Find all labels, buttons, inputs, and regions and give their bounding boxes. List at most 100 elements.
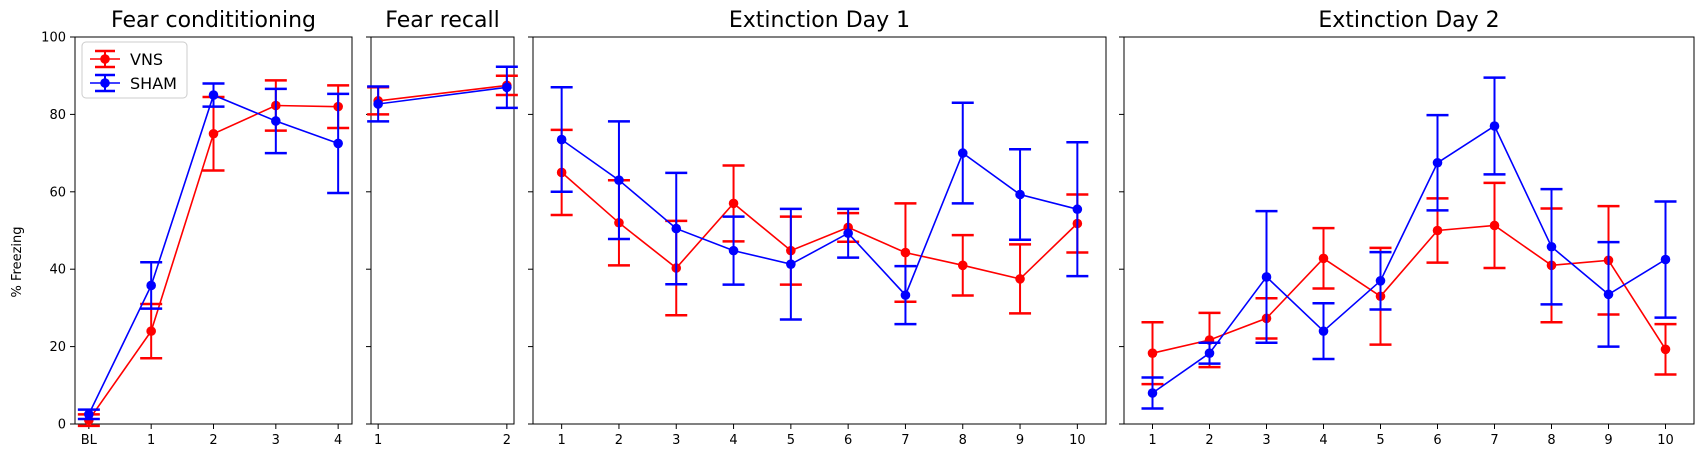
series-sham bbox=[367, 65, 518, 123]
panel-3: Extinction Day 1 1 2 3 4 5 6 7 8 9 10 bbox=[528, 8, 1107, 448]
series-sham bbox=[1141, 76, 1677, 410]
data-point bbox=[271, 116, 281, 126]
x-tick-label: 1 bbox=[1148, 433, 1156, 448]
data-point bbox=[1546, 241, 1557, 252]
x-tick-label: 5 bbox=[1376, 433, 1384, 448]
data-point bbox=[1660, 254, 1671, 265]
panel-1: Fear condititioning 0 20 40 60 80 100 BL 1 2 3 4 VNS… bbox=[41, 8, 353, 448]
x-tick-label: 1 bbox=[147, 433, 155, 448]
panel-2: Fear recall 1 2 bbox=[366, 8, 518, 448]
y-tick-label: 80 bbox=[49, 108, 66, 123]
data-point bbox=[1603, 289, 1614, 300]
legend-marker bbox=[100, 54, 110, 64]
data-point bbox=[502, 82, 512, 93]
series-line bbox=[561, 171, 1078, 280]
panel-title: Fear condititioning bbox=[111, 8, 316, 33]
data-point bbox=[1660, 344, 1671, 355]
x-tick-label: 8 bbox=[959, 433, 967, 448]
x-tick-label: 9 bbox=[1016, 433, 1024, 448]
x-tick-label: 3 bbox=[1262, 433, 1270, 448]
series-line bbox=[377, 86, 508, 105]
x-tick-label: 9 bbox=[1604, 433, 1612, 448]
y-tick-label: 0 bbox=[58, 418, 66, 433]
x-tick-label: 5 bbox=[787, 433, 795, 448]
x-tick-label: 10 bbox=[1069, 433, 1086, 448]
data-point bbox=[556, 134, 567, 145]
panels: Fear condititioning 0 20 40 60 80 100 BL 1 2 3 4 VNS… bbox=[41, 8, 1695, 448]
x-tick-label: 7 bbox=[1490, 433, 1498, 448]
panel-title: Extinction Day 1 bbox=[729, 8, 910, 33]
panel-title: Extinction Day 2 bbox=[1318, 8, 1499, 33]
y-tick-label: 40 bbox=[49, 263, 66, 278]
series-sham bbox=[550, 86, 1089, 326]
axes-frame bbox=[532, 36, 1107, 425]
x-tick-label: 3 bbox=[672, 433, 680, 448]
data-point bbox=[333, 138, 343, 149]
axes-frame bbox=[370, 36, 515, 425]
series-vns bbox=[550, 128, 1089, 317]
x-tick-label: BL bbox=[81, 433, 98, 448]
data-point bbox=[84, 409, 94, 420]
data-point bbox=[900, 290, 911, 300]
data-point bbox=[1147, 348, 1158, 358]
x-tick-label: 6 bbox=[844, 433, 852, 448]
x-tick-label: 4 bbox=[334, 433, 342, 448]
data-point bbox=[1489, 220, 1500, 231]
y-tick-label: 60 bbox=[49, 185, 66, 200]
data-point bbox=[146, 326, 156, 336]
data-point bbox=[1072, 204, 1083, 215]
legend-label: SHAM bbox=[130, 74, 177, 93]
legend-label: VNS bbox=[130, 50, 163, 69]
data-point bbox=[1489, 121, 1500, 131]
x-tick-label: 2 bbox=[615, 433, 623, 448]
data-point bbox=[146, 280, 156, 291]
legend-marker bbox=[100, 78, 110, 88]
data-point bbox=[957, 148, 968, 158]
x-tick-label: 2 bbox=[1205, 433, 1213, 448]
data-point bbox=[1318, 253, 1329, 264]
x-tick-label: 2 bbox=[503, 433, 511, 448]
data-point bbox=[1318, 326, 1329, 336]
x-tick-label: 10 bbox=[1657, 433, 1674, 448]
data-point bbox=[614, 175, 624, 185]
x-tick-label: 6 bbox=[1433, 433, 1441, 448]
data-point bbox=[1261, 272, 1272, 282]
series-sham bbox=[77, 82, 350, 421]
x-tick-label: 8 bbox=[1547, 433, 1555, 448]
axes-frame bbox=[1123, 36, 1695, 425]
x-tick-label: 1 bbox=[558, 433, 566, 448]
panel-title: Fear recall bbox=[385, 8, 499, 33]
y-axis-label: % Freezing bbox=[10, 227, 25, 298]
x-tick-label: 3 bbox=[272, 433, 280, 448]
series-line bbox=[1152, 124, 1666, 394]
x-tick-label: 2 bbox=[209, 433, 217, 448]
x-tick-label: 4 bbox=[729, 433, 737, 448]
data-point bbox=[1375, 276, 1386, 286]
y-tick-label: 100 bbox=[41, 31, 66, 46]
data-point bbox=[957, 260, 968, 271]
data-point bbox=[1432, 225, 1443, 236]
series-line bbox=[1152, 224, 1667, 354]
panel-4: Extinction Day 2 1 2 3 4 5 6 7 8 9 10 bbox=[1119, 8, 1695, 448]
data-point bbox=[1015, 274, 1025, 284]
y-tick-label: 20 bbox=[49, 340, 66, 355]
data-point bbox=[728, 245, 739, 256]
data-point bbox=[373, 99, 383, 109]
data-point bbox=[900, 247, 911, 258]
x-tick-label: 4 bbox=[1319, 433, 1327, 448]
data-point bbox=[1147, 388, 1158, 398]
data-point bbox=[671, 223, 682, 234]
data-point bbox=[208, 90, 219, 100]
series-line bbox=[561, 138, 1078, 297]
data-point bbox=[1015, 189, 1025, 200]
legend: VNS SHAM bbox=[81, 41, 188, 99]
data-point bbox=[843, 228, 853, 239]
data-point bbox=[786, 259, 796, 269]
data-point bbox=[208, 128, 219, 139]
x-tick-label: 7 bbox=[901, 433, 909, 448]
data-point bbox=[1204, 348, 1215, 358]
data-point bbox=[728, 198, 739, 209]
data-point bbox=[1432, 157, 1443, 168]
x-tick-label: 1 bbox=[374, 433, 382, 448]
